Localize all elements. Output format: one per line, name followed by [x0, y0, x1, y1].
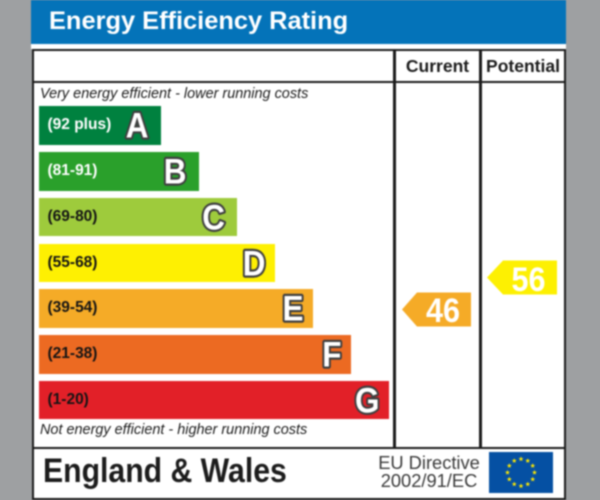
svg-text:G: G — [355, 381, 380, 420]
svg-text:A: A — [125, 107, 148, 146]
svg-text:56: 56 — [511, 261, 545, 296]
svg-text:E: E — [282, 290, 303, 329]
svg-text:46: 46 — [426, 292, 460, 328]
svg-text:F: F — [322, 336, 341, 375]
svg-text:D: D — [242, 244, 265, 283]
svg-text:C: C — [202, 198, 225, 237]
svg-text:B: B — [163, 153, 186, 192]
